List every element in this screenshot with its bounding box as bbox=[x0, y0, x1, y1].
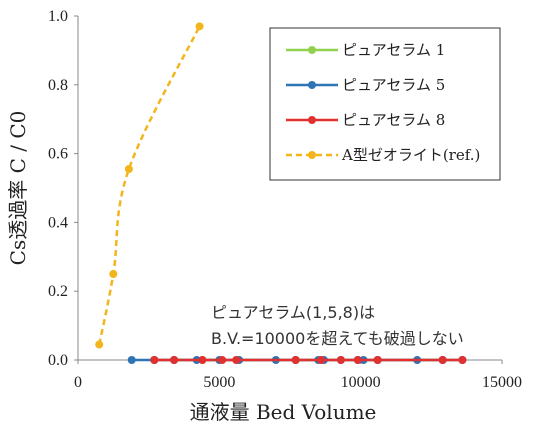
legend-entry: ピュアセラム 5 bbox=[286, 76, 445, 94]
legend-label: A型ゼオライト(ref.) bbox=[341, 146, 480, 164]
legend-entries: ピュアセラム 1 ピュアセラム 5 ピュアセラム 8 A型ゼオライト(ref.) bbox=[286, 41, 480, 164]
data-point bbox=[124, 165, 133, 174]
legend-entry: ピュアセラム 1 bbox=[286, 41, 445, 59]
legend-marker bbox=[308, 46, 316, 54]
x-tick-label: 10000 bbox=[341, 374, 381, 391]
x-tick-label: 0 bbox=[74, 374, 82, 391]
data-point bbox=[95, 340, 104, 349]
y-axis-title: Cs透過率 C / C0 bbox=[6, 111, 30, 266]
y-tick-label: 0.0 bbox=[48, 352, 68, 369]
annotation: ピュアセラム(1,5,8)は B.V.=10000を超えても破過しない bbox=[211, 303, 464, 348]
annotation-line-2: B.V.=10000を超えても破過しない bbox=[211, 329, 464, 348]
y-tick-label: 1.0 bbox=[48, 8, 68, 25]
y-ticks: 0.0 0.2 0.4 0.6 0.8 1.0 bbox=[48, 8, 78, 369]
data-point bbox=[336, 356, 345, 364]
data-point bbox=[232, 356, 241, 364]
data-point bbox=[458, 356, 467, 364]
series-4 bbox=[95, 22, 204, 349]
data-point bbox=[291, 356, 300, 364]
legend-label: ピュアセラム 8 bbox=[342, 111, 445, 129]
data-point bbox=[109, 270, 118, 278]
legend-marker bbox=[308, 151, 316, 159]
data-point bbox=[150, 356, 159, 364]
x-axis-title: 通液量 Bed Volume bbox=[190, 400, 377, 424]
data-point bbox=[170, 356, 179, 364]
y-tick-label: 0.8 bbox=[48, 77, 68, 94]
data-point bbox=[198, 356, 207, 364]
data-point bbox=[373, 356, 382, 364]
legend-entry: A型ゼオライト(ref.) bbox=[286, 146, 480, 164]
data-point bbox=[218, 356, 227, 364]
legend-entry: ピュアセラム 8 bbox=[286, 111, 445, 129]
legend-marker bbox=[308, 116, 316, 124]
legend-label: ピュアセラム 1 bbox=[342, 41, 445, 59]
series-3 bbox=[150, 356, 467, 364]
y-tick-label: 0.2 bbox=[48, 283, 68, 300]
data-point bbox=[195, 22, 204, 31]
data-point bbox=[353, 356, 362, 364]
y-tick-label: 0.6 bbox=[48, 146, 68, 163]
x-tick-label: 5000 bbox=[203, 374, 235, 391]
data-point bbox=[127, 356, 136, 364]
annotation-line-1: ピュアセラム(1,5,8)は bbox=[211, 303, 375, 322]
y-tick-label: 0.4 bbox=[48, 214, 68, 231]
legend-marker bbox=[308, 81, 316, 89]
x-tick-label: 15000 bbox=[482, 374, 522, 391]
x-ticks: 0 5000 10000 15000 bbox=[74, 360, 522, 391]
legend: ピュアセラム 1 ピュアセラム 5 ピュアセラム 8 A型ゼオライト(ref.) bbox=[269, 27, 501, 181]
data-point bbox=[317, 356, 326, 364]
data-point bbox=[438, 356, 447, 364]
legend-label: ピュアセラム 5 bbox=[342, 76, 445, 94]
series-group bbox=[95, 22, 467, 364]
series-line bbox=[97, 25, 201, 345]
